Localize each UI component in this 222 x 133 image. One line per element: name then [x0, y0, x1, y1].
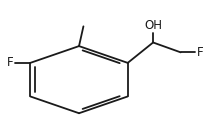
Text: F: F: [7, 56, 14, 69]
Text: OH: OH: [144, 19, 162, 32]
Text: F: F: [197, 46, 203, 59]
